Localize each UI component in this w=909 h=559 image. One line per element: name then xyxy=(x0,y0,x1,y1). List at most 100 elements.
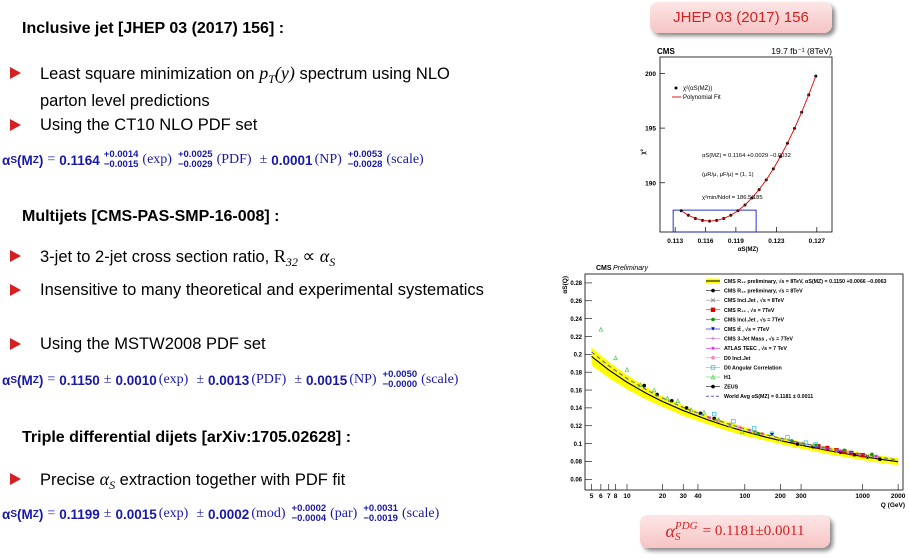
x-tick-label: 200 xyxy=(775,493,786,500)
data-point xyxy=(811,443,815,448)
x-tick-label: 0.127 xyxy=(809,238,826,245)
data-point xyxy=(795,442,800,446)
text-segment: p xyxy=(259,63,269,83)
data-point xyxy=(700,218,704,222)
data-point xyxy=(800,110,804,114)
legend-label: CMS R₃₂ preliminary, √s = 8TeV xyxy=(724,288,803,295)
data-point xyxy=(736,209,740,213)
symbol-sub: S xyxy=(10,154,17,166)
data-point xyxy=(842,449,847,454)
legend-label: ZEUS xyxy=(724,385,739,391)
data-point xyxy=(737,425,742,430)
result-formula: α S (M Z) = 0.1199 ±0.0015 (exp) ±0.0002 (mod) +0.… xyxy=(2,504,443,524)
data-point xyxy=(811,444,815,449)
data-point xyxy=(873,453,879,458)
y-tick-label: 0.26 xyxy=(570,299,582,305)
reference-box: JHEP 03 (2017) 156 xyxy=(650,2,832,33)
x-tick-label: 100 xyxy=(739,493,750,500)
result-formula: α S (M Z) = 0.1164 +0.0014 −0.0015 (exp) +0.0025−… xyxy=(2,150,428,170)
bullet-marker xyxy=(10,119,21,131)
data-point xyxy=(834,448,839,453)
text-segment: extraction together with PDF fit xyxy=(115,471,346,489)
section-title: Triple differential dijets [arXiv:1705.0… xyxy=(22,429,352,446)
pdg-sup: PDG xyxy=(675,519,698,532)
data-point xyxy=(664,395,670,401)
error-value: 0.0001 xyxy=(271,152,313,168)
chart-title-bold: CMS xyxy=(596,265,612,272)
error-up: +0.0031 xyxy=(363,503,398,514)
legend-marker xyxy=(711,336,715,341)
text-segment: S xyxy=(109,478,116,492)
data-point xyxy=(760,431,764,436)
data-point xyxy=(651,387,657,393)
legend-label: CMS R₃₂ preliminary, √s = 8TeV, αS(MZ) =… xyxy=(724,278,887,285)
legend-marker xyxy=(711,288,715,293)
x-tick-label: 6 xyxy=(599,493,603,500)
error-label: (exp) xyxy=(158,372,189,387)
error-up: +0.0050 xyxy=(382,369,418,380)
text-segment: 3-jet to 2-jet cross section ratio, xyxy=(40,248,274,266)
text-segment: T xyxy=(268,72,275,86)
central-value: 0.1164 xyxy=(59,152,100,168)
data-point xyxy=(751,426,757,431)
data-point xyxy=(679,209,683,213)
error-label: (exp) xyxy=(142,152,172,167)
legend-marker xyxy=(711,317,715,322)
data-point xyxy=(838,450,843,454)
error-down: −0.0004 xyxy=(291,513,327,524)
y-axis-label: χ² xyxy=(640,149,647,154)
legend-band xyxy=(706,278,720,284)
bullet-text: 3-jet to 2-jet cross section ratio, R32 … xyxy=(40,245,500,273)
legend-marker xyxy=(711,327,715,331)
header-right: 19.7 fb⁻¹ (8TeV) xyxy=(771,46,832,56)
asym-error: +0.0014 −0.0015 xyxy=(104,150,139,170)
data-point xyxy=(855,451,860,456)
data-point xyxy=(849,451,854,456)
curve xyxy=(591,356,899,463)
chart-title-italic: Preliminary xyxy=(613,265,649,272)
data-point xyxy=(727,423,733,428)
data-point xyxy=(834,448,839,453)
header-left: CMS xyxy=(657,47,675,56)
bullet-marker xyxy=(10,250,21,262)
y-tick-label: 190 xyxy=(645,180,656,187)
data-point xyxy=(878,457,882,462)
data-point xyxy=(842,448,847,453)
data-point xyxy=(852,452,857,457)
data-point xyxy=(693,216,697,220)
error-label: (PDF) xyxy=(216,152,252,167)
argument-sub: Z xyxy=(32,508,39,520)
error-up: +0.0053 xyxy=(347,149,383,160)
data-point xyxy=(834,448,839,453)
legend-marker xyxy=(710,298,716,303)
text-segment: Insensitive to many theoretical and expe… xyxy=(40,281,484,299)
legend-label: World Avg αS(MZ) = 0.1181 ± 0.0011 xyxy=(724,394,813,400)
error-label: (mod) xyxy=(251,506,286,521)
data-point xyxy=(791,439,796,445)
plot-background xyxy=(562,262,909,515)
legend-label: Polynomial Fit xyxy=(683,95,721,101)
data-point xyxy=(813,442,818,447)
text-segment: spectrum using NLO parton level predicti… xyxy=(40,65,450,110)
error-label: (exp) xyxy=(158,506,189,521)
legend-label: CMS R₃₂ , √s = 7TeV xyxy=(724,307,775,314)
data-point xyxy=(778,437,783,442)
data-point xyxy=(769,431,775,436)
x-tick-label: 0.116 xyxy=(698,238,714,245)
argument-close: ) xyxy=(38,372,44,388)
data-point xyxy=(655,392,659,397)
symbol: α xyxy=(2,506,11,522)
data-point xyxy=(870,452,874,457)
text-segment: Precise xyxy=(40,471,100,489)
pdg-scripts: PDG S xyxy=(675,519,698,543)
data-point xyxy=(849,450,854,456)
data-point xyxy=(825,447,829,451)
data-point xyxy=(813,443,818,448)
pdg-box: α PDG S = 0.1181±0.0011 xyxy=(640,515,830,548)
data-point xyxy=(778,155,782,159)
x-tick-label: 0.113 xyxy=(667,238,683,245)
x-tick-label: 40 xyxy=(694,493,702,500)
text-segment: R xyxy=(273,246,286,266)
text-segment: Using the CT10 NLO PDF set xyxy=(40,116,258,134)
